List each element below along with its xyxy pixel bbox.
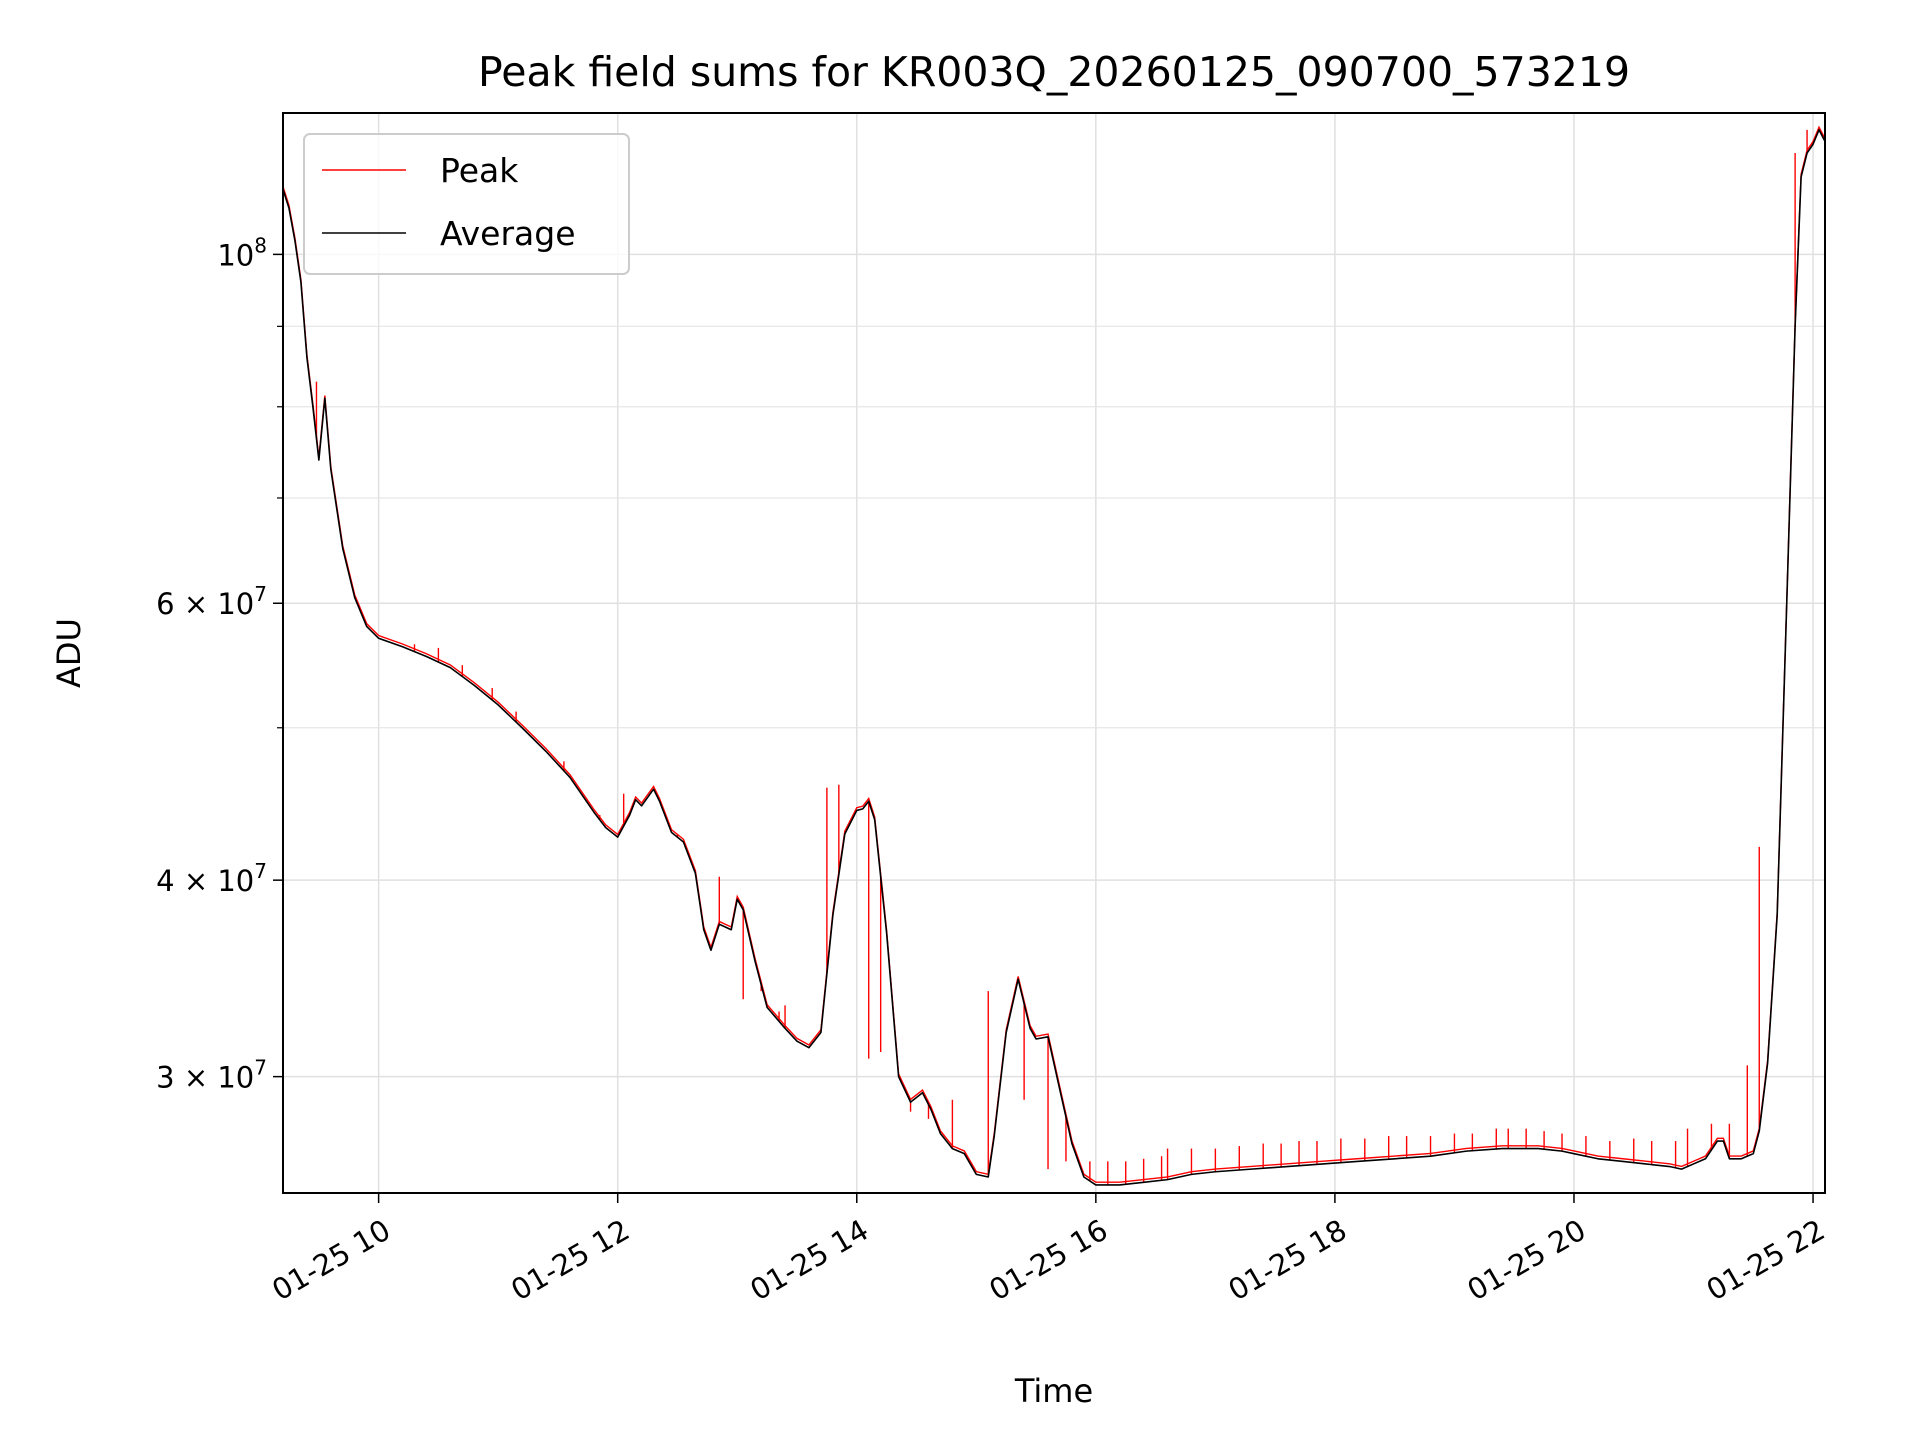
- y-tick-label: 6 × 107: [156, 582, 267, 621]
- y-tick-label-exponent: 7: [254, 859, 267, 883]
- legend-label-average: Average: [440, 214, 576, 253]
- plot-frame: [282, 112, 1826, 1194]
- y-tick-label: 3 × 107: [156, 1056, 267, 1095]
- legend-label-peak: Peak: [440, 151, 519, 190]
- y-tick-label-base: 3 × 10: [156, 1061, 254, 1095]
- peak-series-line: [283, 125, 1825, 1183]
- average-series-line: [283, 129, 1825, 1186]
- y-tick-label-base: 10: [217, 238, 254, 272]
- y-tick-label: 108: [217, 233, 267, 272]
- gridlines: [283, 113, 1825, 1193]
- series-layer: [283, 125, 1825, 1186]
- y-tick-label-exponent: 7: [254, 582, 267, 606]
- y-tick-label-exponent: 7: [254, 1056, 267, 1080]
- y-tick-label-base: 4 × 10: [156, 864, 254, 898]
- legend-box: [303, 133, 630, 275]
- y-tick-label: 4 × 107: [156, 859, 267, 898]
- x-axis-label: Time: [1014, 1372, 1093, 1410]
- legend: Peak Average: [303, 133, 630, 275]
- y-axis-label: ADU: [50, 618, 88, 688]
- chart-title: Peak field sums for KR003Q_20260125_0907…: [478, 48, 1630, 96]
- y-tick-label-base: 6 × 10: [156, 587, 254, 621]
- y-tick-label-exponent: 8: [254, 233, 267, 257]
